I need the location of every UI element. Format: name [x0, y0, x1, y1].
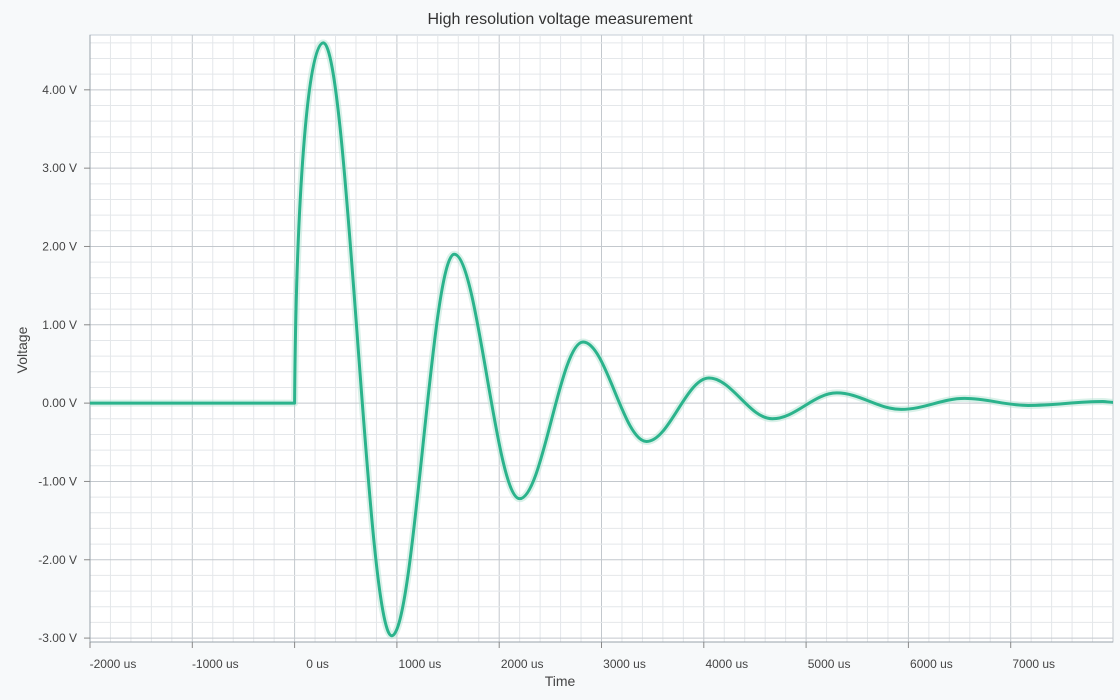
y-tick-label: -3.00 V [38, 631, 77, 645]
y-tick-label: 2.00 V [42, 239, 77, 253]
chart-title: High resolution voltage measurement [427, 11, 693, 28]
y-tick-label: -2.00 V [38, 553, 77, 567]
y-tick-label: -1.00 V [38, 474, 77, 488]
x-axis-title: Time [545, 673, 576, 689]
x-tick-label: 2000 us [501, 657, 544, 671]
x-tick-label: 4000 us [705, 657, 748, 671]
x-tick-label: 0 us [306, 657, 329, 671]
y-tick-label: 3.00 V [42, 161, 77, 175]
x-tick-label: -2000 us [90, 657, 137, 671]
tick-labels: -2000 us -1000 us 0 us 1000 us 2000 us 3000 u… [38, 83, 1055, 671]
series-layer [90, 39, 1114, 640]
y-tick-label: 1.00 V [42, 318, 77, 332]
y-tick-label: 4.00 V [42, 83, 77, 97]
x-tick-label: 7000 us [1012, 657, 1055, 671]
x-tick-label: 1000 us [399, 657, 442, 671]
x-tick-label: 5000 us [808, 657, 851, 671]
x-tick-label: -1000 us [192, 657, 239, 671]
axes [84, 35, 1113, 648]
y-axis-title: Voltage [14, 326, 30, 373]
y-tick-label: 0.00 V [42, 396, 77, 410]
x-tick-label: 3000 us [603, 657, 646, 671]
x-tick-label: 6000 us [910, 657, 953, 671]
voltage-line [90, 41, 1114, 638]
